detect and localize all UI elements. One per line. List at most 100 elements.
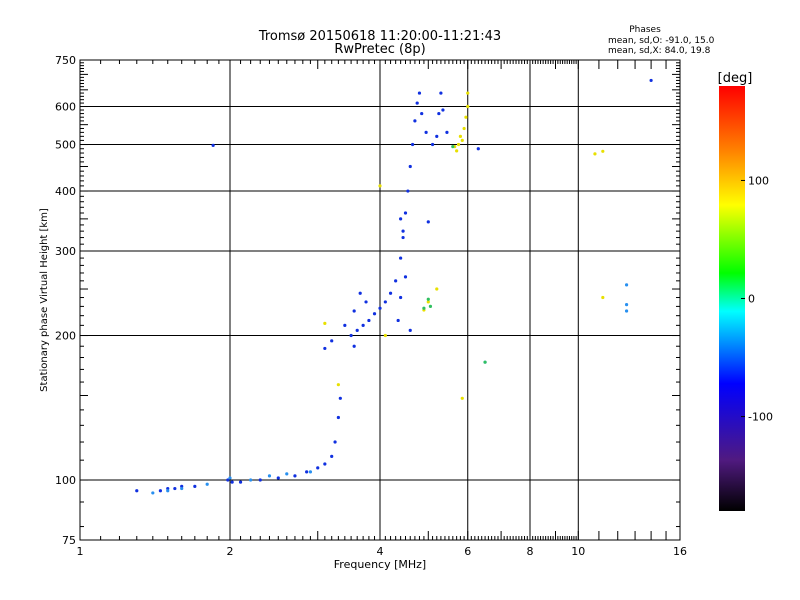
colorbar-ticks: 100 0 -100	[741, 174, 773, 424]
colorbar-tick-label: -100	[748, 411, 773, 424]
data-point	[435, 134, 439, 138]
data-point	[336, 415, 340, 420]
data-point	[435, 287, 439, 291]
colorbar-tick-label: 100	[748, 174, 769, 187]
data-point	[343, 323, 347, 327]
x-tick-label: 2	[227, 545, 234, 558]
data-point	[408, 328, 412, 332]
colorbar	[719, 86, 745, 511]
data-point	[624, 302, 629, 307]
x-tick-label: 16	[673, 545, 687, 558]
data-point	[403, 275, 408, 279]
x-tick-label: 1	[77, 545, 84, 558]
data-point	[249, 478, 253, 482]
data-point	[455, 149, 459, 153]
x-tick-label: 6	[464, 545, 471, 558]
data-point	[462, 126, 466, 131]
data-point	[426, 220, 430, 224]
data-point	[460, 138, 464, 142]
data-point	[426, 297, 430, 301]
data-point	[226, 478, 230, 482]
data-point	[135, 489, 139, 493]
data-point	[408, 164, 412, 169]
data-point	[383, 300, 387, 304]
data-point	[396, 318, 400, 323]
stats-line-o: mean, sd,O: -91.0, 15.0	[608, 36, 715, 46]
data-point	[417, 91, 422, 95]
data-point	[430, 142, 435, 147]
data-point	[330, 339, 334, 343]
data-point	[445, 130, 449, 134]
data-point	[364, 300, 368, 304]
data-point	[267, 474, 272, 478]
data-point	[403, 211, 408, 215]
data-point	[323, 321, 327, 325]
grid-lines	[80, 60, 680, 540]
y-tick-label: 200	[55, 330, 76, 343]
data-point	[352, 309, 356, 313]
data-point	[211, 143, 215, 147]
chart-subtitle: RwPretec (8p)	[334, 42, 425, 57]
data-point	[355, 328, 359, 332]
y-tick-label: 300	[55, 245, 76, 258]
data-point	[336, 383, 340, 387]
data-point	[316, 466, 320, 470]
data-point	[367, 318, 371, 323]
data-point	[205, 482, 209, 486]
x-ticks: 1 2 4 6 8 10 16	[77, 60, 687, 558]
data-point	[285, 472, 289, 476]
data-point	[413, 119, 417, 123]
data-point	[228, 476, 232, 480]
data-points	[135, 78, 653, 495]
data-point	[456, 142, 461, 147]
data-point	[437, 111, 441, 116]
data-point	[410, 142, 415, 147]
data-point	[388, 291, 393, 295]
data-point	[399, 256, 403, 260]
y-tick-label: 100	[55, 474, 76, 487]
data-point	[230, 480, 234, 484]
data-point	[173, 486, 177, 491]
data-point	[466, 104, 470, 109]
data-point	[464, 115, 468, 119]
data-point	[420, 111, 424, 116]
y-tick-label: 75	[62, 534, 76, 547]
stats-title: Phases	[629, 25, 661, 35]
data-point	[460, 396, 464, 400]
data-point	[258, 478, 262, 482]
data-point	[466, 91, 470, 95]
data-point	[476, 147, 480, 151]
data-point	[483, 360, 487, 364]
data-point	[361, 323, 365, 327]
data-point	[451, 145, 455, 149]
data-point	[276, 476, 280, 480]
data-point	[378, 306, 382, 310]
data-point	[193, 484, 197, 488]
data-point	[424, 130, 428, 134]
x-tick-label: 10	[571, 545, 585, 558]
y-axis-label: Stationary phase Virtual Height [km]	[39, 208, 50, 392]
chart-title: Tromsø 20150618 11:20:00-11:21:43	[258, 29, 501, 44]
data-point	[601, 149, 605, 153]
y-tick-label: 400	[55, 185, 76, 198]
data-point	[158, 489, 163, 493]
x-tick-label: 4	[377, 545, 384, 558]
data-point	[372, 312, 377, 316]
data-point	[439, 91, 443, 95]
data-point	[593, 152, 597, 156]
x-axis-label: Frequency [MHz]	[334, 558, 426, 571]
data-point	[399, 217, 403, 221]
data-point	[401, 235, 405, 240]
data-point	[426, 300, 430, 304]
data-point	[166, 489, 170, 493]
data-point	[238, 480, 243, 484]
y-ticks: 75 100 200 300 400 500 600 750	[55, 54, 680, 547]
data-point	[293, 474, 297, 478]
y-tick-label: 500	[55, 139, 76, 152]
data-point	[401, 229, 405, 233]
data-point	[415, 101, 419, 105]
data-point	[428, 304, 433, 309]
data-point	[349, 333, 353, 338]
stats-line-x: mean, sd,X: 84.0, 19.8	[608, 46, 711, 56]
